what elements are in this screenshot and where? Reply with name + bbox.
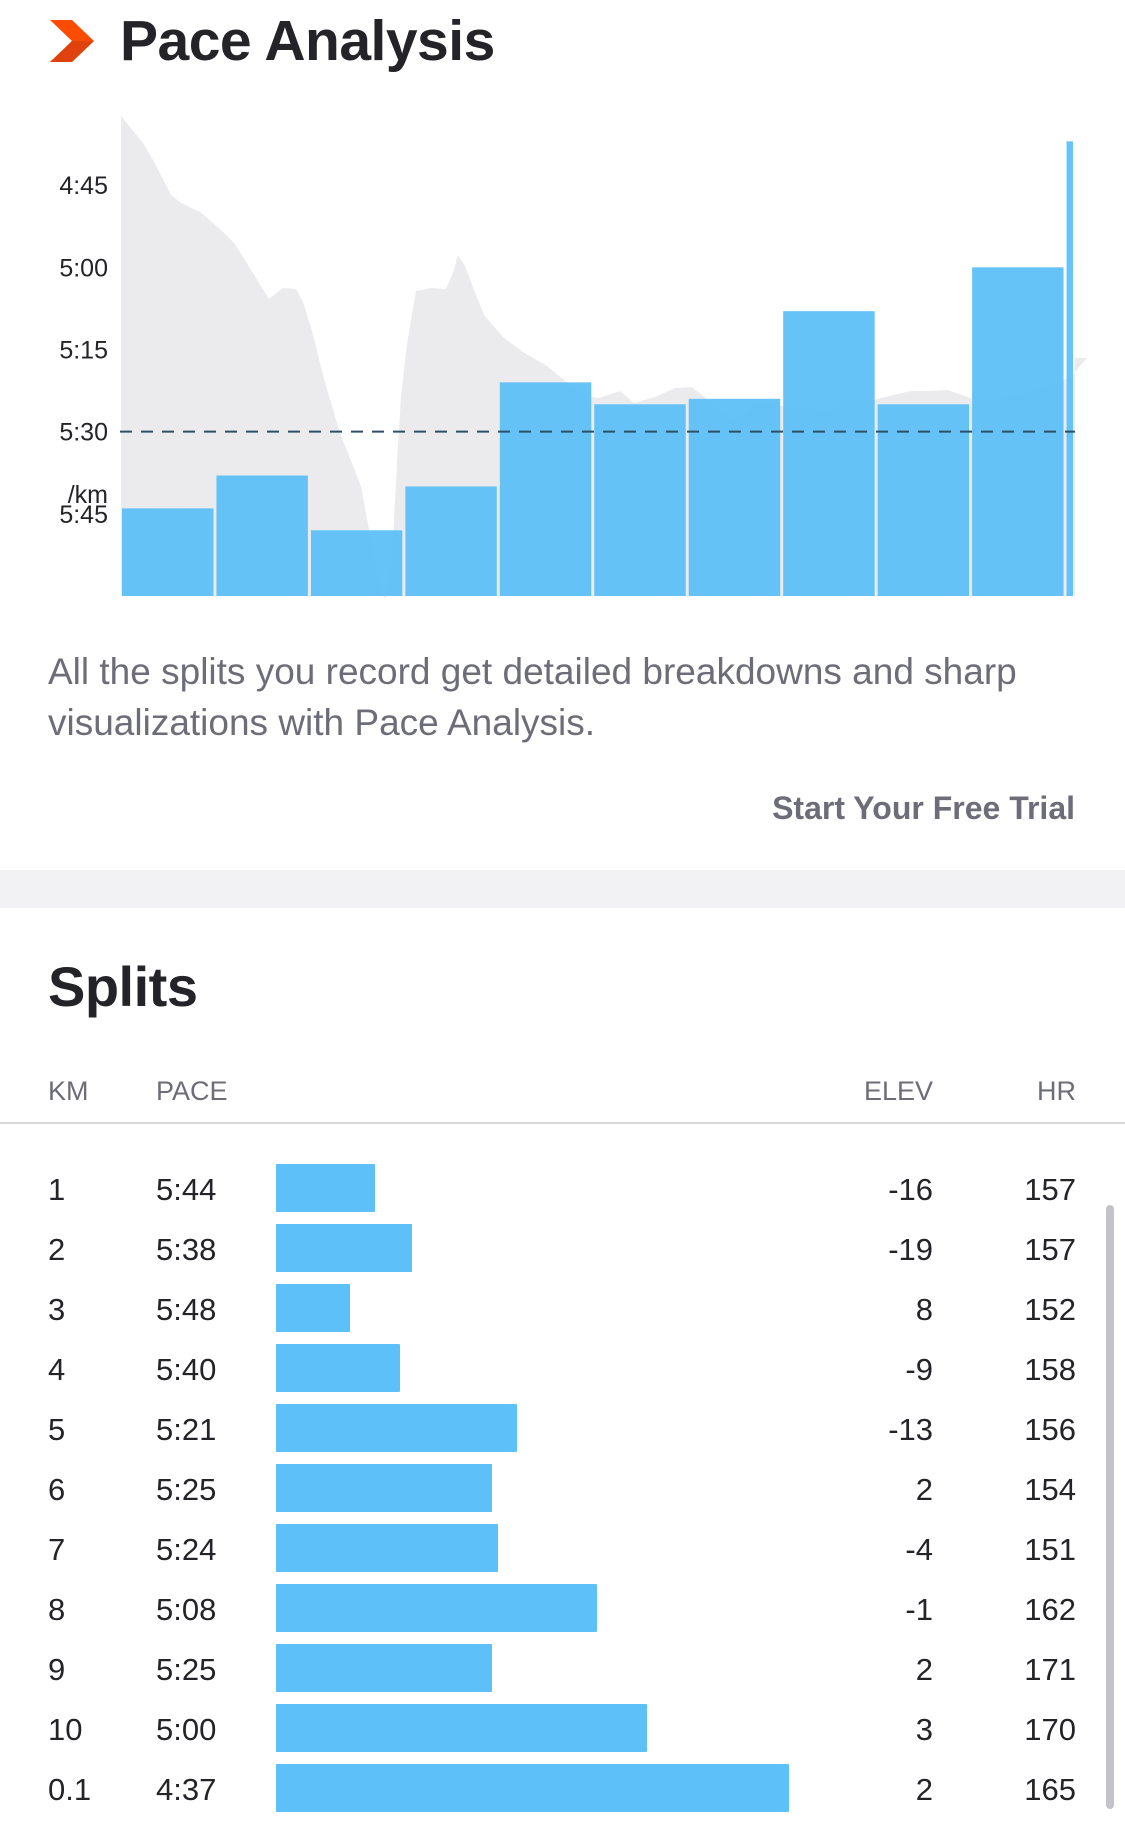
split-pace-bar [276,1704,647,1752]
splits-section: Splits KM PACE ELEV HR 1 5:44 -16 157 2 5:38-… [0,908,1125,1812]
split-pace: 5:21 [156,1412,217,1447]
split-km: 5 [48,1412,66,1447]
split-km: 0.1 [48,1772,92,1807]
split-pace: 5:40 [156,1352,217,1387]
pace-analysis-section: Pace Analysis 4:45 5:00 5:15 5:30 5:45 /km A… [0,0,1125,870]
table-row[interactable]: 0.1 4:37 2 165 [0,1762,1125,1822]
split-elev: 2 [915,1652,933,1687]
split-hr: 152 [1024,1292,1076,1327]
page-title: Pace Analysis [120,9,495,73]
scrollbar[interactable] [1106,1205,1114,1809]
split-pace-bar [276,1764,789,1812]
table-row[interactable]: 7 5:24 -4 151 [0,1522,1125,1582]
split-elev: -13 [888,1412,933,1447]
split-hr: 157 [1024,1172,1076,1207]
pace-bar [499,382,592,596]
split-elev: -1 [905,1592,933,1627]
split-hr: 170 [1024,1712,1076,1747]
header-pace: PACE [156,1076,228,1106]
split-hr: 162 [1024,1592,1076,1627]
pace-bar [688,398,781,596]
pace-bar [1066,141,1073,596]
split-elev: 2 [915,1772,933,1807]
header-elev: ELEV [863,1076,933,1106]
table-row[interactable]: 2 5:38 -19 157 [0,1222,1125,1282]
split-pace: 5:00 [156,1712,217,1747]
split-pace-bar [276,1224,412,1272]
table-row[interactable]: 1 5:44 -16 157 [0,1162,1125,1222]
header-km: KM [48,1076,89,1106]
split-elev: 2 [915,1472,933,1507]
split-km: 10 [48,1712,83,1747]
split-pace: 5:48 [156,1292,217,1327]
split-km: 1 [48,1172,66,1207]
split-km: 4 [48,1352,66,1387]
table-row[interactable]: 3 5:48 8 152 [0,1282,1125,1342]
y-tick-label: 5:00 [59,254,108,282]
section-divider [0,870,1125,908]
pace-analysis-description: All the splits you record get detailed b… [48,651,1017,743]
pace-chart: 4:45 5:00 5:15 5:30 5:45 /km [59,116,1087,598]
table-row[interactable]: 4 5:40 -9 158 [0,1342,1125,1402]
split-elev: -19 [888,1232,933,1267]
table-row[interactable]: 10 5:00 3 170 [0,1702,1125,1762]
pace-bar [216,475,308,596]
pace-bar [877,404,970,596]
y-axis-unit: /km [68,481,108,509]
split-hr: 154 [1024,1472,1076,1507]
pace-bar [783,311,875,596]
split-pace-bar [276,1284,350,1332]
start-free-trial-link[interactable]: Start Your Free Trial [772,790,1075,826]
split-elev: -9 [905,1352,933,1387]
split-hr: 156 [1024,1412,1076,1447]
split-pace-bar [276,1524,498,1572]
split-pace: 5:25 [156,1652,217,1687]
split-pace-bar [276,1164,375,1212]
split-hr: 165 [1024,1772,1076,1807]
split-pace: 5:38 [156,1232,217,1267]
split-elev: -4 [905,1532,933,1567]
split-pace-bar [276,1644,492,1692]
split-pace: 4:37 [156,1772,217,1807]
split-pace-bar [276,1464,492,1512]
split-hr: 171 [1024,1652,1076,1687]
split-km: 8 [48,1592,66,1627]
pace-bar [122,508,214,596]
split-km: 3 [48,1292,66,1327]
split-elev: 8 [915,1292,933,1327]
table-row[interactable]: 6 5:25 2 154 [0,1462,1125,1522]
split-elev: 3 [915,1712,933,1747]
split-pace-bar [276,1344,400,1392]
y-tick-label: 5:30 [59,419,108,447]
split-pace-bar [276,1404,517,1452]
splits-table-header: KM PACE ELEV HR [0,1066,1125,1124]
split-elev: -16 [888,1172,933,1207]
split-km: 7 [48,1532,66,1567]
pace-bar [310,530,403,596]
splits-title: Splits [48,955,198,1018]
table-row[interactable]: 9 5:25 2 171 [0,1642,1125,1702]
split-hr: 158 [1024,1352,1076,1387]
pace-bar [594,404,686,596]
split-km: 9 [48,1652,66,1687]
table-row[interactable]: 5 5:21 -13 156 [0,1402,1125,1462]
y-tick-label: 4:45 [59,172,108,200]
split-pace-bar [276,1584,597,1632]
split-km: 6 [48,1472,66,1507]
split-pace: 5:25 [156,1472,217,1507]
y-tick-label: 5:15 [59,337,108,365]
split-hr: 157 [1024,1232,1076,1267]
header-hr: HR [1037,1076,1076,1106]
table-row[interactable]: 8 5:08 -1 162 [0,1582,1125,1642]
chevron-right-icon [50,20,94,62]
split-pace: 5:44 [156,1172,217,1207]
split-pace: 5:08 [156,1592,217,1627]
split-hr: 151 [1024,1532,1076,1567]
split-km: 2 [48,1232,66,1267]
y-tick-label: 5:45 [59,501,108,529]
pace-bar [405,486,497,596]
split-pace: 5:24 [156,1532,217,1567]
